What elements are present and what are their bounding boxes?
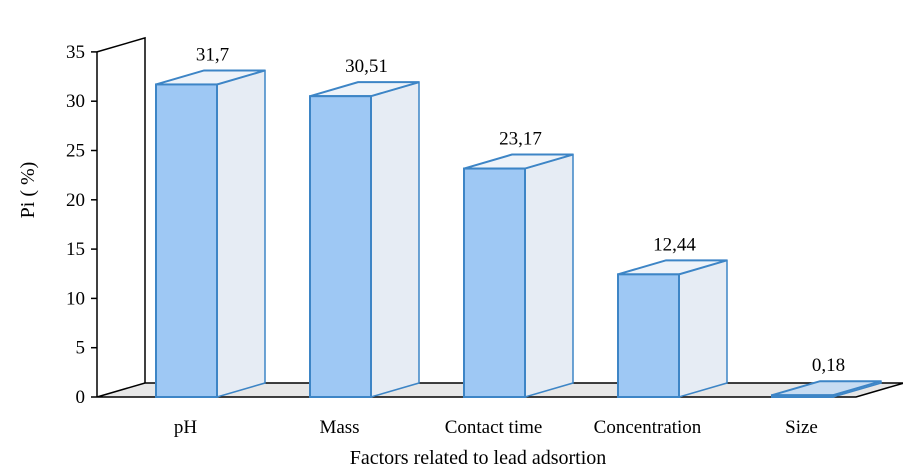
x-category-label: Concentration bbox=[594, 417, 702, 438]
x-category-label: Mass bbox=[319, 417, 359, 438]
bar-front bbox=[771, 394, 834, 398]
bar-front bbox=[463, 167, 526, 398]
y-tick-label: 30 bbox=[66, 91, 85, 112]
y-tick-label: 35 bbox=[66, 42, 85, 63]
bar-side bbox=[678, 259, 728, 398]
x-axis-categories: pH Mass Contact time Concentration Size bbox=[174, 417, 818, 438]
y-tick-label: 25 bbox=[66, 141, 85, 162]
y-tick-label: 0 bbox=[76, 387, 86, 408]
bar-front bbox=[309, 95, 372, 399]
data-label: 0,18 bbox=[812, 355, 845, 376]
data-label: 23,17 bbox=[499, 129, 542, 150]
chart-walls bbox=[96, 36, 146, 383]
bar-front bbox=[617, 273, 680, 399]
bar-front bbox=[155, 83, 218, 399]
data-labels: 31,7 30,51 23,17 12,44 0,18 bbox=[196, 44, 845, 376]
x-axis-title: Factors related to lead adsortion bbox=[350, 447, 607, 469]
bar-side bbox=[370, 81, 420, 398]
bar bbox=[463, 153, 574, 398]
bars bbox=[155, 69, 882, 399]
y-tick-label: 5 bbox=[76, 338, 86, 359]
data-label: 31,7 bbox=[196, 44, 229, 65]
y-axis-title: Pi ( %) bbox=[17, 162, 39, 219]
y-tick-label: 15 bbox=[66, 239, 85, 260]
x-category-label: Size bbox=[785, 417, 818, 438]
back-wall-edge bbox=[96, 36, 146, 383]
x-category-label: Contact time bbox=[445, 417, 543, 438]
bar bbox=[155, 69, 266, 399]
bar-side bbox=[524, 153, 574, 398]
bar bbox=[617, 259, 728, 399]
data-label: 30,51 bbox=[345, 56, 388, 77]
y-tick-label: 20 bbox=[66, 190, 85, 211]
y-axis-ticks: 0 5 10 15 20 25 30 35 bbox=[66, 42, 97, 408]
bar bbox=[309, 81, 420, 399]
y-tick-label: 10 bbox=[66, 288, 85, 309]
bar-side bbox=[216, 69, 266, 398]
bar bbox=[771, 380, 882, 398]
x-category-label: pH bbox=[174, 417, 198, 438]
data-label: 12,44 bbox=[653, 234, 696, 255]
